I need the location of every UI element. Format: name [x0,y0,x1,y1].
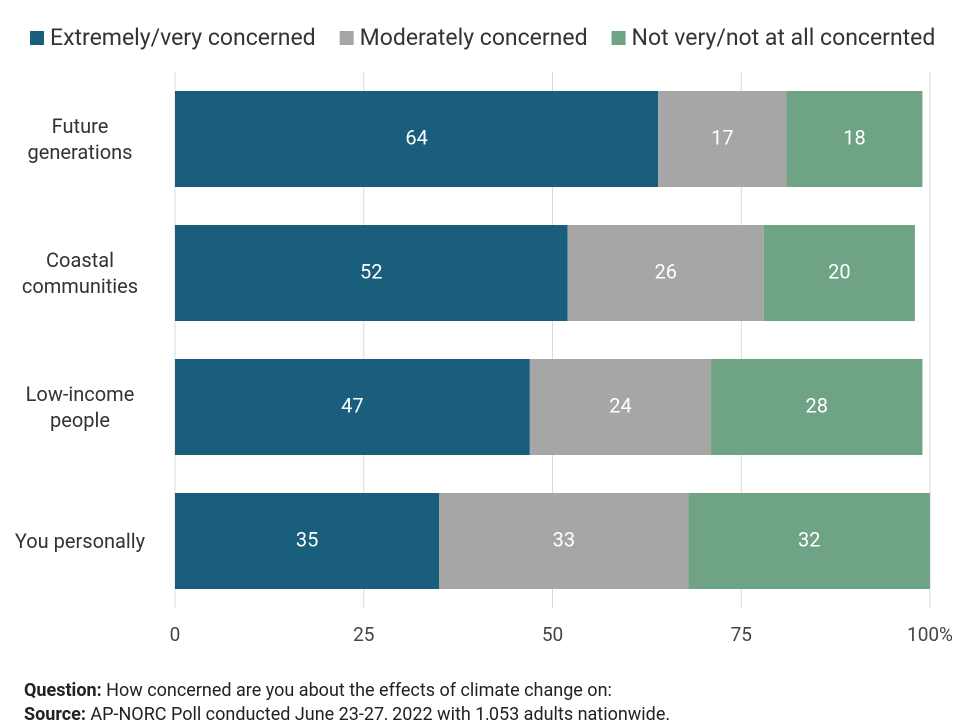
x-tick-label: 75 [731,623,752,646]
value-label: 47 [341,393,363,417]
bar-segment [786,91,923,187]
category-label: Low-income people [25,382,135,432]
value-label: 32 [798,527,820,551]
x-tick-label: 0 [170,623,181,646]
source-text: AP-NORC Poll conducted June 23-27, 2022 … [90,704,671,720]
bar-segment [711,359,923,455]
bar-segment [658,91,787,187]
legend-label: Not very/not at all concernted [632,24,936,51]
bar-segment [175,359,530,455]
value-label: 28 [806,393,828,417]
bar-segment [439,493,689,589]
category-label: Future generations [27,114,133,164]
category-label: Coastal communities [21,248,139,298]
question-note: Question: How concerned are you about th… [24,680,612,701]
value-label: 18 [843,125,865,149]
legend-swatch [30,31,44,45]
bar-segment [175,493,440,589]
value-label: 33 [553,527,575,551]
legend-label: Moderately concerned [360,24,588,51]
x-tick-label: 100% [907,623,953,646]
value-label: 52 [360,259,382,283]
category-label: You personally [14,529,146,553]
question-text: How concerned are you about the effects … [106,680,612,701]
value-label: 17 [711,125,733,149]
legend-label: Extremely/very concerned [50,24,316,51]
value-label: 20 [828,259,850,283]
legend-swatch [611,31,626,45]
bar-segment [567,225,764,321]
source-label: Source: [24,704,86,720]
x-tick-label: 50 [542,623,563,646]
x-tick-label: 25 [353,623,374,646]
value-label: 35 [296,527,318,551]
value-label: 64 [405,125,427,149]
bar-segment [688,493,930,589]
bar-segment [763,225,915,321]
bar-segment [175,91,659,187]
bar-segment [529,359,712,455]
value-label: 24 [609,393,631,417]
source-note: Source: AP-NORC Poll conducted June 23-2… [24,704,670,720]
legend-swatch [339,31,354,45]
value-label: 26 [655,259,677,283]
bar-segment [175,225,568,321]
question-label: Question: [24,680,102,701]
